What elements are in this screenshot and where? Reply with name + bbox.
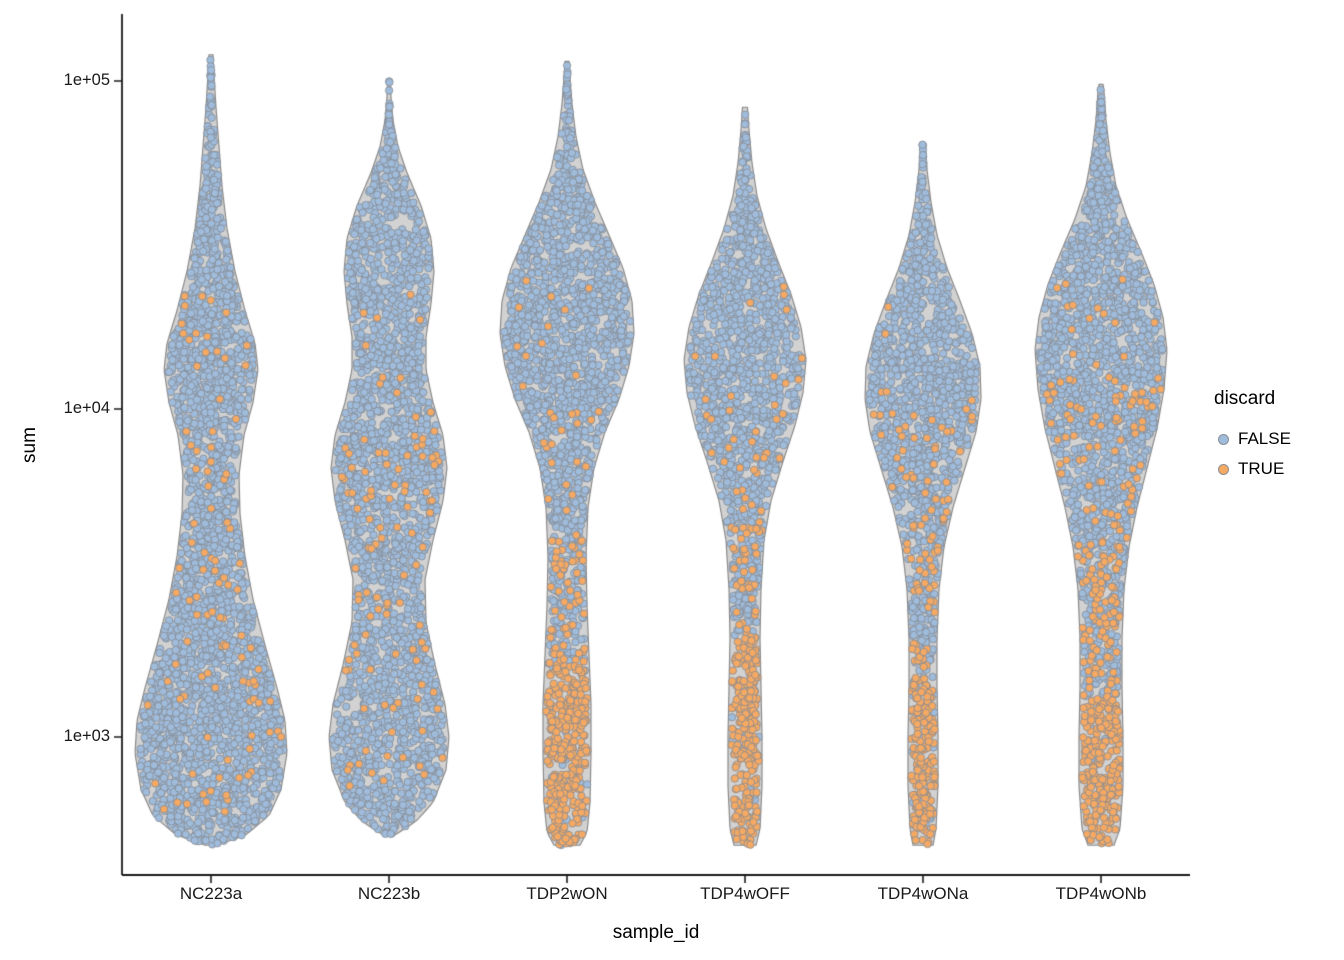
legend-dot-false-icon xyxy=(1218,433,1229,445)
legend-label-true: TRUE xyxy=(1238,459,1285,478)
x-tick-label: TDP4wONa xyxy=(877,884,969,903)
legend: discard FALSE TRUE xyxy=(1208,388,1291,484)
x-tick-label: NC223b xyxy=(357,884,421,903)
legend-label-false: FALSE xyxy=(1238,429,1291,448)
legend-dot-true-icon xyxy=(1218,463,1229,475)
x-tick-label: TDP2wON xyxy=(526,884,608,903)
x-axis-title: sample_id xyxy=(612,922,700,943)
legend-title: discard xyxy=(1214,388,1276,409)
legend-entry-false: FALSE xyxy=(1218,424,1291,454)
x-tick-label: TDP4wONb xyxy=(1055,884,1147,903)
x-tick-label: NC223a xyxy=(179,884,243,903)
x-tick-label: TDP4wOFF xyxy=(700,884,790,903)
y-tick-label: 1e+04 xyxy=(63,399,110,417)
y-axis-title: sum xyxy=(19,427,40,463)
legend-entry-true: TRUE xyxy=(1218,454,1291,484)
y-tick-label: 1e+05 xyxy=(63,71,110,89)
y-tick-label: 1e+03 xyxy=(63,727,110,745)
